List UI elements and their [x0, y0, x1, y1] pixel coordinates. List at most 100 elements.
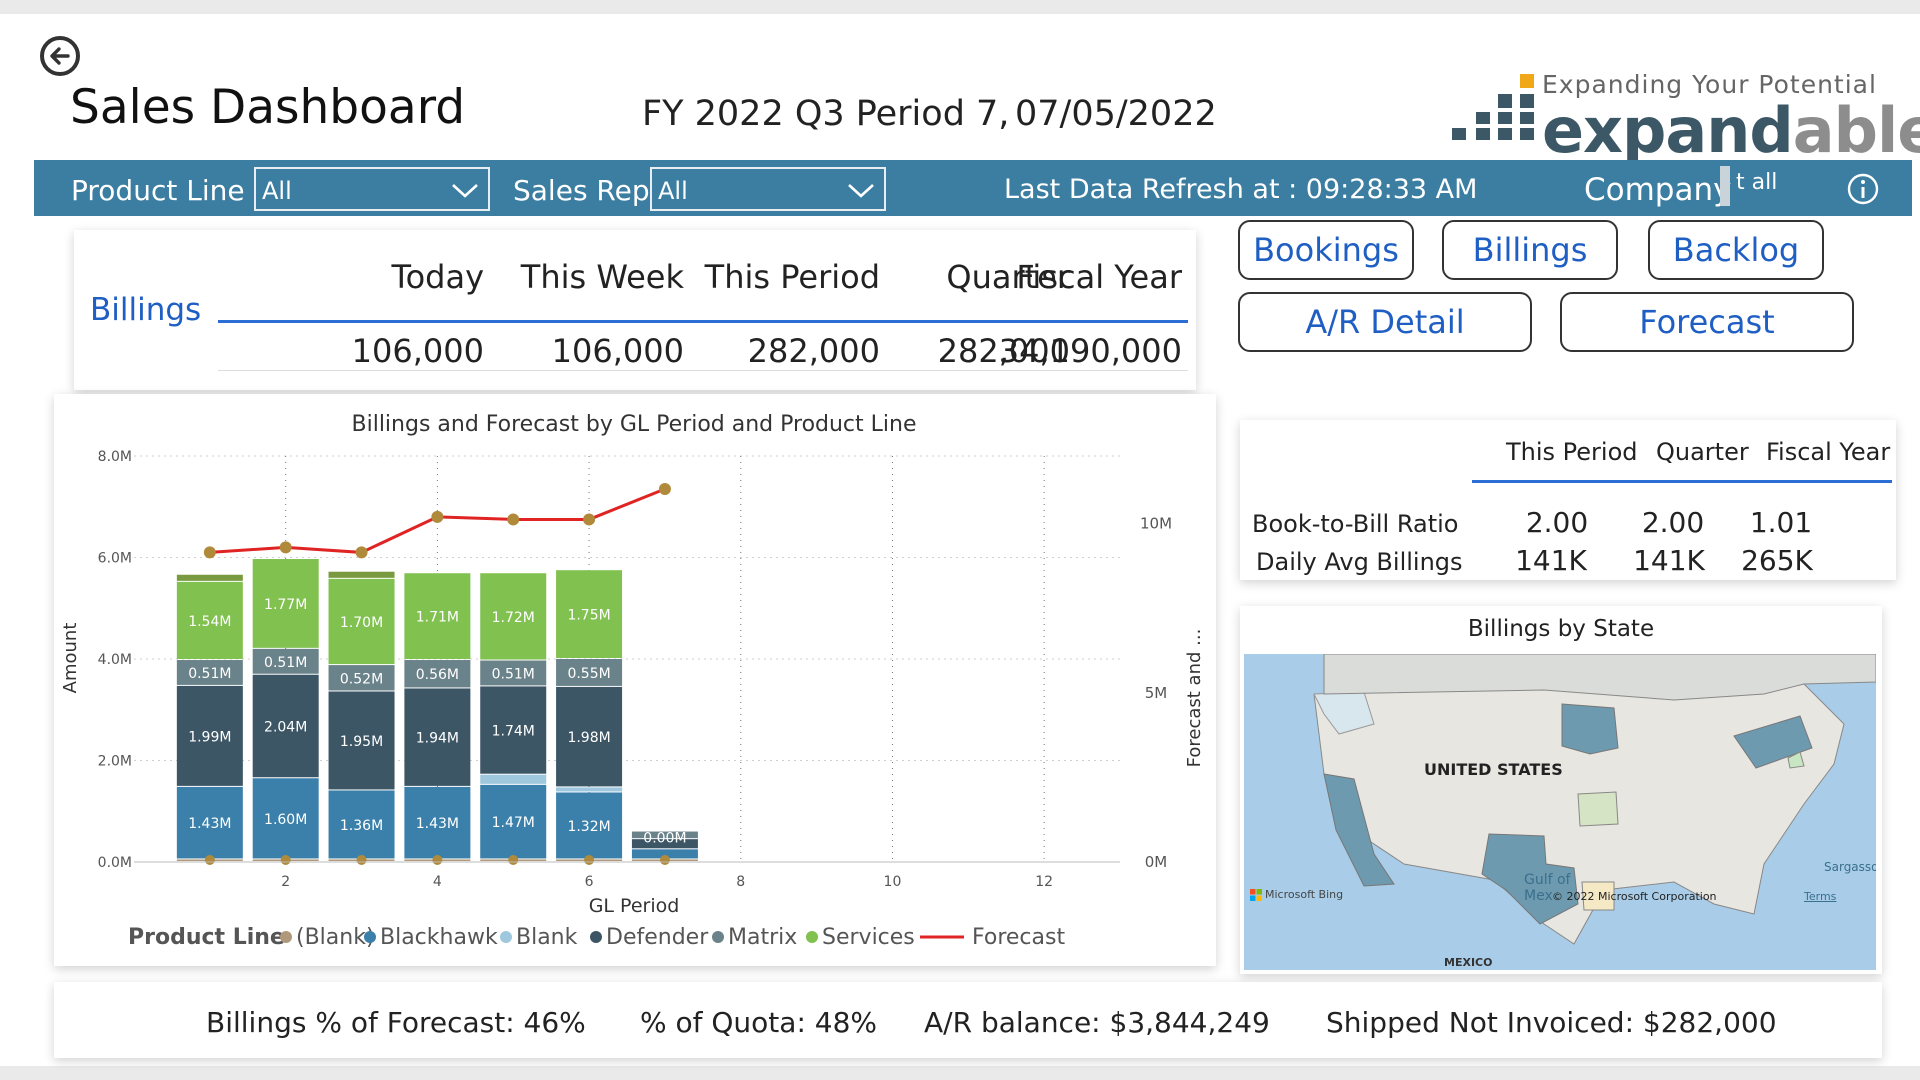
bar-data-label: 1.32M: [567, 819, 610, 835]
product-line-label: Product Line: [71, 174, 245, 207]
book-to-bill-label: Book-to-Bill Ratio: [1252, 510, 1459, 538]
forecast-point: [279, 541, 292, 554]
legend-item: (Blank): [296, 925, 375, 950]
chevron-down-icon: [452, 184, 478, 198]
logo-word-light: able: [1792, 94, 1920, 167]
ratio-header-quarter: Quarter: [1656, 438, 1749, 466]
x-tick-label: 4: [433, 874, 442, 890]
ar-detail-button[interactable]: A/R Detail: [1238, 292, 1532, 352]
chevron-down-icon: [848, 184, 874, 198]
daily-avg-fiscal-year: 265K: [1741, 544, 1813, 577]
y-tick-label: 0.0M: [98, 855, 132, 871]
bar-data-label: 1.77M: [264, 597, 307, 613]
bar-data-label: 1.43M: [416, 816, 459, 832]
y-tick-label: 2.0M: [98, 754, 132, 770]
chart-legend: Product Line (Blank) Blackhawk Blank Defende…: [128, 925, 1065, 950]
map-terms-link[interactable]: Terms: [1804, 890, 1837, 903]
bar-segment-blackhawk: [404, 786, 471, 859]
bar-segment-blackhawk: [556, 792, 623, 859]
legend-dot: [500, 931, 512, 943]
report-date: 07/05/2022: [1015, 94, 1217, 134]
company-value[interactable]: t all: [1736, 170, 1778, 195]
shipped-not-invoiced: Shipped Not Invoiced: $282,000: [1326, 1006, 1777, 1039]
legend-dot: [590, 931, 602, 943]
pct-of-quota: % of Quota: 48%: [640, 1006, 878, 1039]
legend-dot: [280, 931, 292, 943]
company-label[interactable]: Company: [1584, 172, 1732, 208]
us-billing-map[interactable]: UNITED STATES Gulf of Mex Sargasso MEXIC…: [1244, 654, 1876, 970]
forecast-point: [355, 546, 368, 559]
bar-data-label: 0.00M: [643, 831, 686, 847]
book-to-bill-fiscal-year: 1.01: [1749, 506, 1813, 539]
y2-tick-label: 10M: [1140, 515, 1172, 533]
bar-segment-blackhawk: [176, 786, 243, 859]
info-icon[interactable]: [1846, 172, 1880, 206]
map-copyright: © 2022 Microsoft Corporation: [1552, 890, 1717, 903]
page-title: Sales Dashboard: [70, 80, 466, 135]
kpi-header-this-week: This Week: [520, 258, 684, 296]
kpi-header-today: Today: [391, 258, 484, 296]
bing-label: Microsoft Bing: [1265, 888, 1344, 901]
sales-rep-dropdown[interactable]: All: [650, 167, 886, 211]
billings-button[interactable]: Billings: [1442, 220, 1618, 280]
us-map-graphic: [1313, 654, 1876, 945]
forecast-point: [507, 513, 520, 526]
daily-avg-quarter: 141K: [1633, 544, 1705, 577]
billings-forecast-chart-card: Billings and Forecast by GL Period and P…: [54, 394, 1216, 966]
bar-segment-blackhawk: [328, 790, 395, 859]
legend-item: Matrix: [728, 925, 797, 950]
legend-dot: [712, 931, 724, 943]
y2-tick-label: 0M: [1145, 853, 1168, 871]
blank-marker: [432, 855, 443, 865]
y-tick-label: 8.0M: [98, 449, 132, 465]
legend-item: Forecast: [972, 925, 1065, 950]
forecast-point: [583, 513, 596, 526]
bar-data-label: 1.70M: [340, 615, 383, 631]
bar-data-label: 1.47M: [492, 815, 535, 831]
x-tick-label: 10: [884, 874, 902, 890]
bar-data-label: 0.51M: [264, 655, 307, 671]
bookings-button[interactable]: Bookings: [1238, 220, 1414, 280]
bar-segment-matrix: [252, 648, 319, 674]
bar-segment-other: [176, 574, 243, 581]
backlog-button[interactable]: Backlog: [1648, 220, 1824, 280]
dashboard-canvas: Sales Dashboard FY 2022 Q3 Period 7, 07/…: [0, 14, 1920, 1066]
bar-segment-defender: [176, 685, 243, 786]
bar-segment-blank: [556, 787, 623, 792]
kpi-header-rule: [218, 320, 1188, 323]
kpi-row-divider: [218, 370, 1188, 371]
bar-segment-matrix: [404, 660, 471, 688]
forecast-button[interactable]: Forecast: [1560, 292, 1854, 352]
logo-word-dark: expand: [1542, 94, 1794, 167]
bar-segment-services: [252, 559, 319, 648]
bar-segment-blackhawk: [480, 784, 547, 859]
legend-item: Services: [822, 925, 915, 950]
bar-data-label: 1.43M: [188, 816, 231, 832]
kpi-header-this-period: This Period: [704, 258, 880, 296]
back-button[interactable]: [40, 36, 80, 76]
bar-data-label: 1.72M: [492, 610, 535, 626]
last-refresh-text: Last Data Refresh at : 09:28:33 AM: [1004, 174, 1478, 205]
billings-kpi-card: Billings Today This Week This Period Qua…: [74, 230, 1196, 390]
map-title: Billings by State: [1467, 616, 1655, 642]
bar-data-label: 2.04M: [264, 719, 307, 735]
billings-pct-forecast: Billings % of Forecast: 46%: [206, 1006, 586, 1039]
forecast-point: [203, 546, 216, 559]
bar-segment-blackhawk: [252, 778, 319, 859]
blank-marker: [356, 855, 367, 865]
product-line-dropdown[interactable]: All: [254, 167, 490, 211]
bar-segment-services: [556, 570, 623, 658]
map-gulf-label: Gulf of: [1524, 872, 1571, 888]
company-slicer-handle[interactable]: [1720, 166, 1730, 206]
book-to-bill-quarter: 2.00: [1641, 506, 1705, 539]
map-mexico-partial: Mex: [1524, 888, 1553, 904]
map-sargasso-label: Sargasso: [1824, 860, 1876, 874]
bar-segment-services: [480, 573, 547, 660]
bar-segment-defender: [556, 686, 623, 787]
map-mexico-label: MEXICO: [1444, 956, 1493, 969]
bar-segment-other: [328, 571, 395, 578]
legend-dot: [364, 931, 376, 943]
ar-balance: A/R balance: $3,844,249: [924, 1006, 1270, 1039]
bar-data-label: 0.52M: [340, 671, 383, 687]
sales-rep-value: All: [658, 177, 688, 205]
